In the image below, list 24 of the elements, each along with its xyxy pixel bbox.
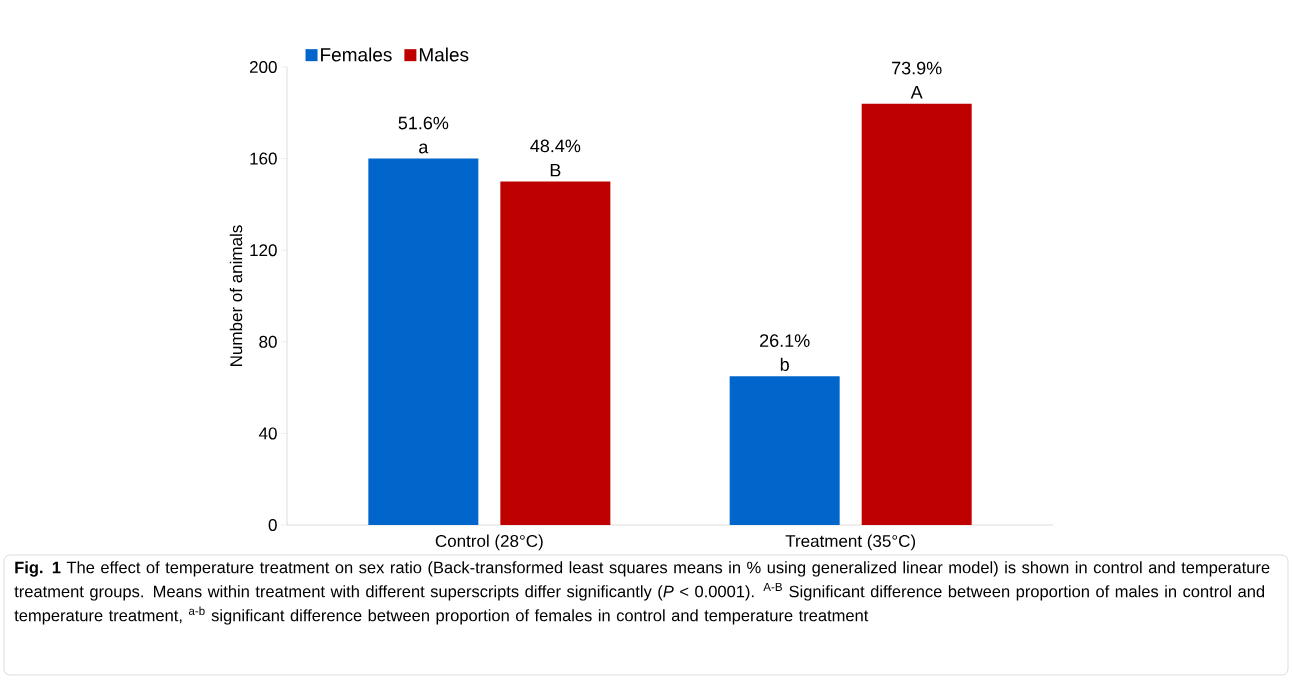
y-tick-label: 40 — [258, 427, 277, 440]
legend-label: Males — [419, 47, 469, 62]
annotation: A — [910, 86, 923, 99]
bar — [861, 103, 972, 525]
y-tick-label: 0 — [268, 518, 277, 532]
y-tick-label: 200 — [249, 60, 277, 74]
y-tick-label: 80 — [259, 335, 277, 348]
annotation: b — [780, 357, 789, 371]
y-axis-title: Number of animals — [229, 225, 243, 366]
annotation: B — [550, 163, 561, 177]
x-tick-label: Treatment (35°C) — [785, 534, 916, 551]
annotation: 26.1% — [760, 334, 810, 347]
x-tick-label: Control (28°C) — [435, 534, 543, 551]
y-tick-label: 160 — [250, 152, 277, 165]
bar — [500, 181, 611, 525]
y-tick-label: 120 — [250, 244, 277, 257]
legend-label: Females — [321, 47, 392, 62]
annotation: a — [419, 143, 429, 154]
bar — [368, 158, 479, 525]
bar — [729, 376, 840, 525]
text: Fig. 1 The effect of temperature treatment on sex ratio (Back-transformed least squares means in % using generalized linear model) is shown in control and temperature treatment groups. Means within treatment with different superscripts differ significantly (P < 0.0001). $^{A-B}$ Significant difference between proportion of males in control and temperature treatment, $^{a-b}$ significant difference between proportion of females in control and temperature treatment — [14, 561, 1270, 625]
annotation: 51.6% — [398, 116, 449, 130]
annotation: 48.4% — [530, 139, 581, 153]
annotation: 73.9% — [892, 61, 942, 75]
